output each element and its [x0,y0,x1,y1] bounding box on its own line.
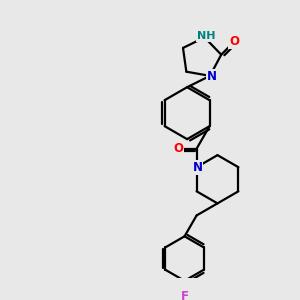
Text: F: F [181,290,189,300]
Text: N: N [193,161,202,174]
Text: O: O [173,142,183,155]
Text: N: N [207,70,217,83]
Text: O: O [229,35,239,48]
Text: NH: NH [197,32,216,41]
